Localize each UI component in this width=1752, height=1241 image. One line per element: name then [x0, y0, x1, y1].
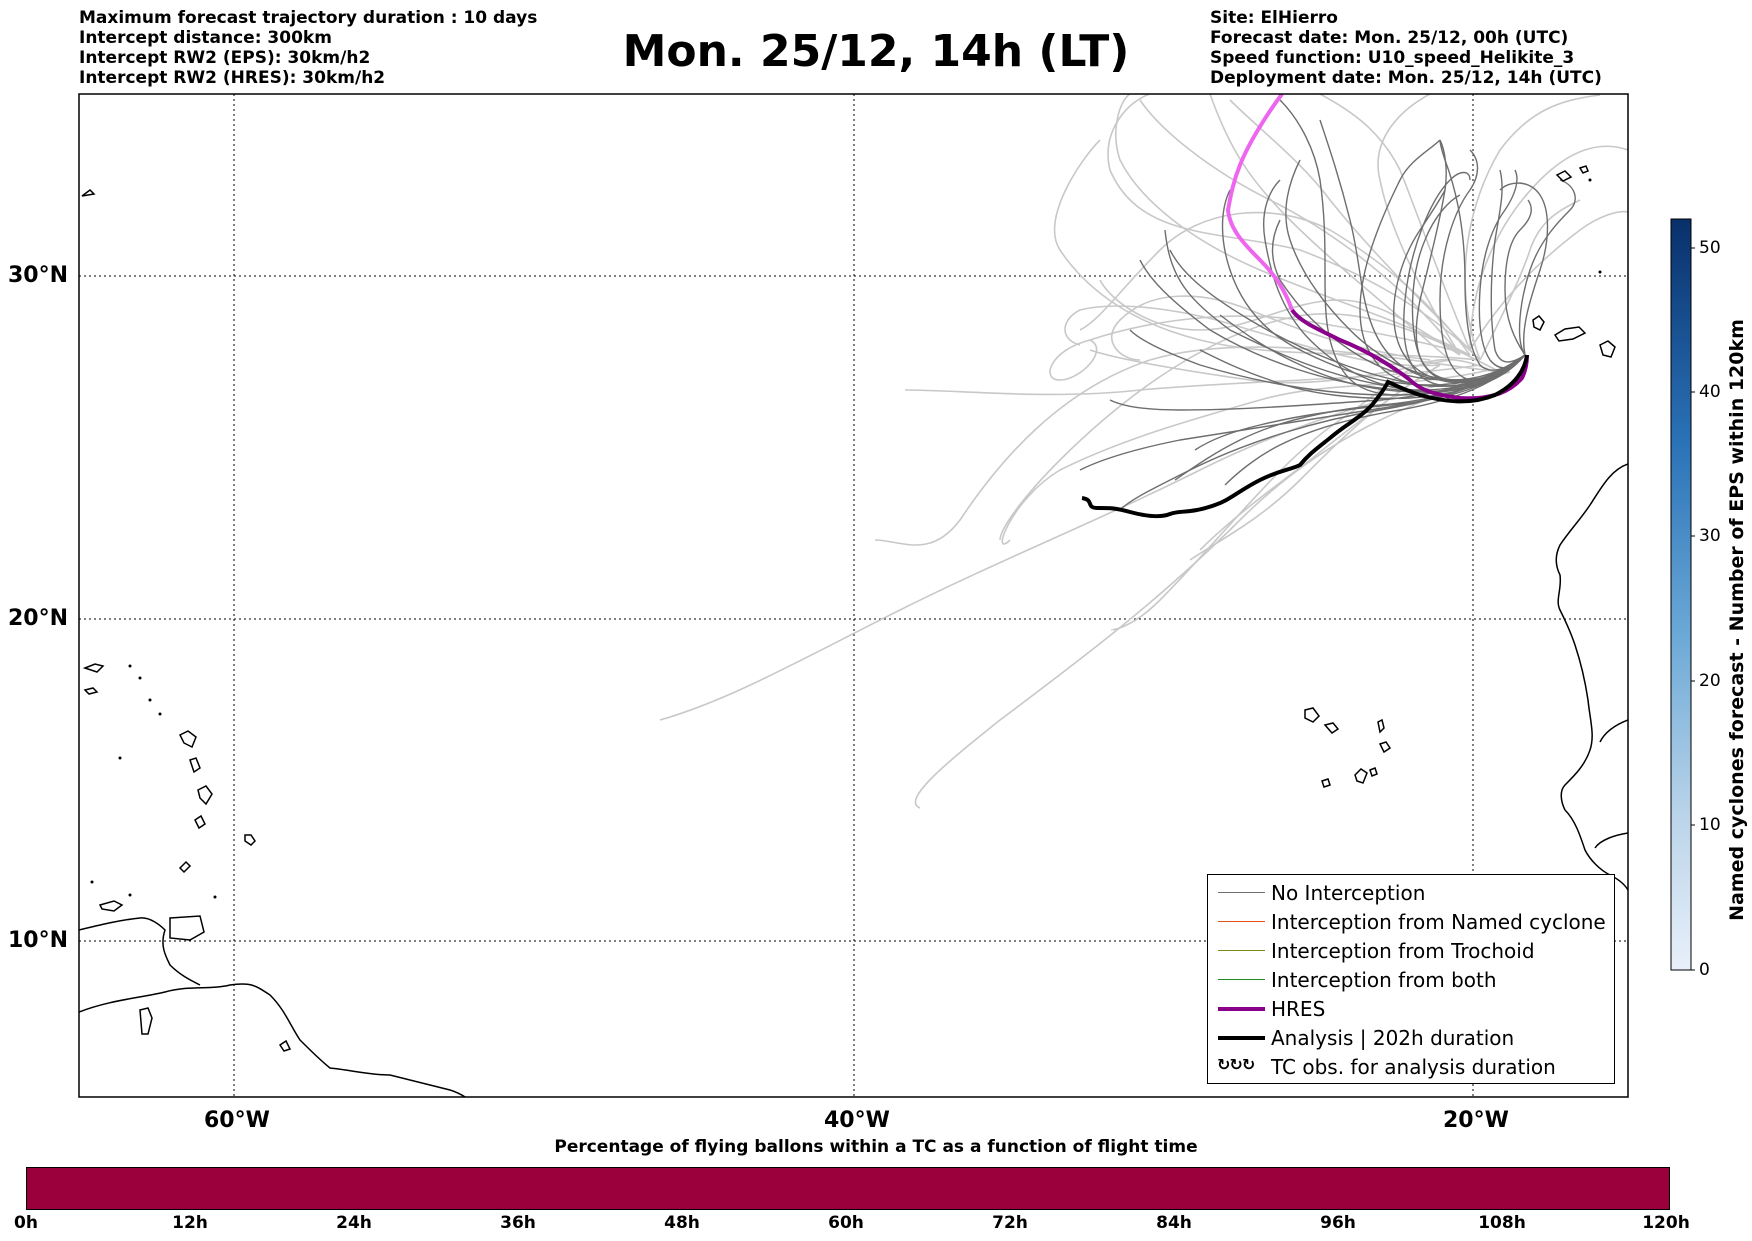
legend-label: Interception from Trochoid: [1271, 939, 1535, 963]
colorbar-tick-20: 20: [1699, 671, 1721, 691]
lat-label-30n: 30°N: [8, 263, 69, 288]
legend-line: [1218, 1036, 1265, 1040]
no-interception-tracks: [1079, 99, 1576, 511]
header-line: Deployment date: Mon. 25/12, 14h (UTC): [1210, 68, 1602, 88]
main-title: Mon. 25/12, 14h (LT): [622, 26, 1130, 77]
colorbar-tick-0: 0: [1699, 960, 1710, 980]
legend-line: [1218, 950, 1265, 951]
coast-south-america: [79, 983, 467, 1097]
legend-line: [1218, 921, 1265, 922]
colorbar-title: Named cyclones forecast - Number of EPS …: [1726, 319, 1748, 921]
header-line: Intercept RW2 (HRES): 30km/h2: [79, 68, 386, 88]
timebar-tick-label: 60h: [828, 1213, 864, 1233]
legend-line: [1218, 892, 1265, 893]
lon-label-40w: 40°W: [824, 1108, 890, 1133]
legend-item-trochoid: Interception from Trochoid: [1208, 937, 1614, 966]
timebar-tick-label: 120h: [1642, 1213, 1690, 1233]
timebar-tick-label: 36h: [500, 1213, 536, 1233]
legend-item-no-interception: No Interception: [1208, 879, 1614, 908]
legend-label: HRES: [1271, 997, 1326, 1021]
timebar-tick-label: 84h: [1156, 1213, 1192, 1233]
colorbar-tick-10: 10: [1699, 815, 1721, 835]
header-line: Maximum forecast trajectory duration : 1…: [79, 8, 538, 28]
lon-label-20w: 20°W: [1443, 1108, 1509, 1133]
legend-line: [1218, 979, 1265, 980]
coast-venezuela-north: [79, 917, 201, 986]
timebar-tick-label: 108h: [1478, 1213, 1526, 1233]
hres-track: [1290, 308, 1529, 401]
timebar-tick-label: 24h: [336, 1213, 372, 1233]
coastlines: [79, 463, 1628, 1097]
legend-label: No Interception: [1271, 881, 1426, 905]
timebar: [26, 1167, 1670, 1210]
colorbar: [1670, 218, 1692, 971]
map-area: [79, 94, 1628, 1097]
colorbar-tick-50: 50: [1699, 238, 1721, 258]
islands: [81, 165, 1616, 1052]
legend-label: Interception from both: [1271, 968, 1497, 992]
timebar-tick-label: 12h: [172, 1213, 208, 1233]
analysis-track: [1081, 354, 1529, 519]
timebar-tick-label: 48h: [664, 1213, 700, 1233]
coast-trinidad: [169, 915, 205, 941]
colorbar-tick-40: 40: [1699, 382, 1721, 402]
coast-africa: [1555, 463, 1628, 891]
timebar-tick-label: 0h: [14, 1213, 38, 1233]
lat-label-20n: 20°N: [8, 606, 69, 631]
small-islands: [90, 178, 1602, 899]
header-info-right: Site: ElHierro Forecast date: Mon. 25/12…: [1210, 8, 1602, 88]
legend-item-tc-obs: ↻↻↻ TC obs. for analysis duration: [1208, 1053, 1614, 1082]
legend-item-both: Interception from both: [1208, 966, 1614, 995]
legend: No Interception Interception from Named …: [1207, 874, 1615, 1084]
colorbar-ticks: [1691, 247, 1695, 971]
header-info-left: Maximum forecast trajectory duration : 1…: [79, 8, 537, 88]
timebar-tick-label: 72h: [992, 1213, 1028, 1233]
header-line: Speed function: U10_speed_Helikite_3: [1210, 48, 1575, 68]
faint-tracks: [659, 94, 1628, 809]
tc-symbols-icon: ↻↻↻: [1217, 1055, 1255, 1074]
colorbar-tick-30: 30: [1699, 526, 1721, 546]
hres-track-early: [1225, 94, 1294, 311]
lat-label-10n: 10°N: [8, 928, 69, 953]
legend-item-hres: HRES: [1208, 995, 1614, 1024]
header-line: Intercept RW2 (EPS): 30km/h2: [79, 48, 371, 68]
legend-item-analysis: Analysis | 202h duration: [1208, 1024, 1614, 1053]
header-line: Intercept distance: 300km: [79, 28, 332, 48]
timebar-title: Percentage of flying ballons within a TC…: [554, 1137, 1198, 1157]
lon-label-60w: 60°W: [204, 1108, 270, 1133]
header-line: Site: ElHierro: [1210, 8, 1338, 28]
header-line: Forecast date: Mon. 25/12, 00h (UTC): [1210, 28, 1569, 48]
legend-label: Analysis | 202h duration: [1271, 1026, 1515, 1050]
legend-line: [1218, 1007, 1265, 1011]
legend-label: Interception from Named cyclone: [1271, 910, 1606, 934]
timebar-tick-label: 96h: [1320, 1213, 1356, 1233]
legend-label: TC obs. for analysis duration: [1271, 1055, 1556, 1079]
legend-item-named-cyclone: Interception from Named cyclone: [1208, 908, 1614, 937]
map-frame: [78, 93, 1629, 1098]
